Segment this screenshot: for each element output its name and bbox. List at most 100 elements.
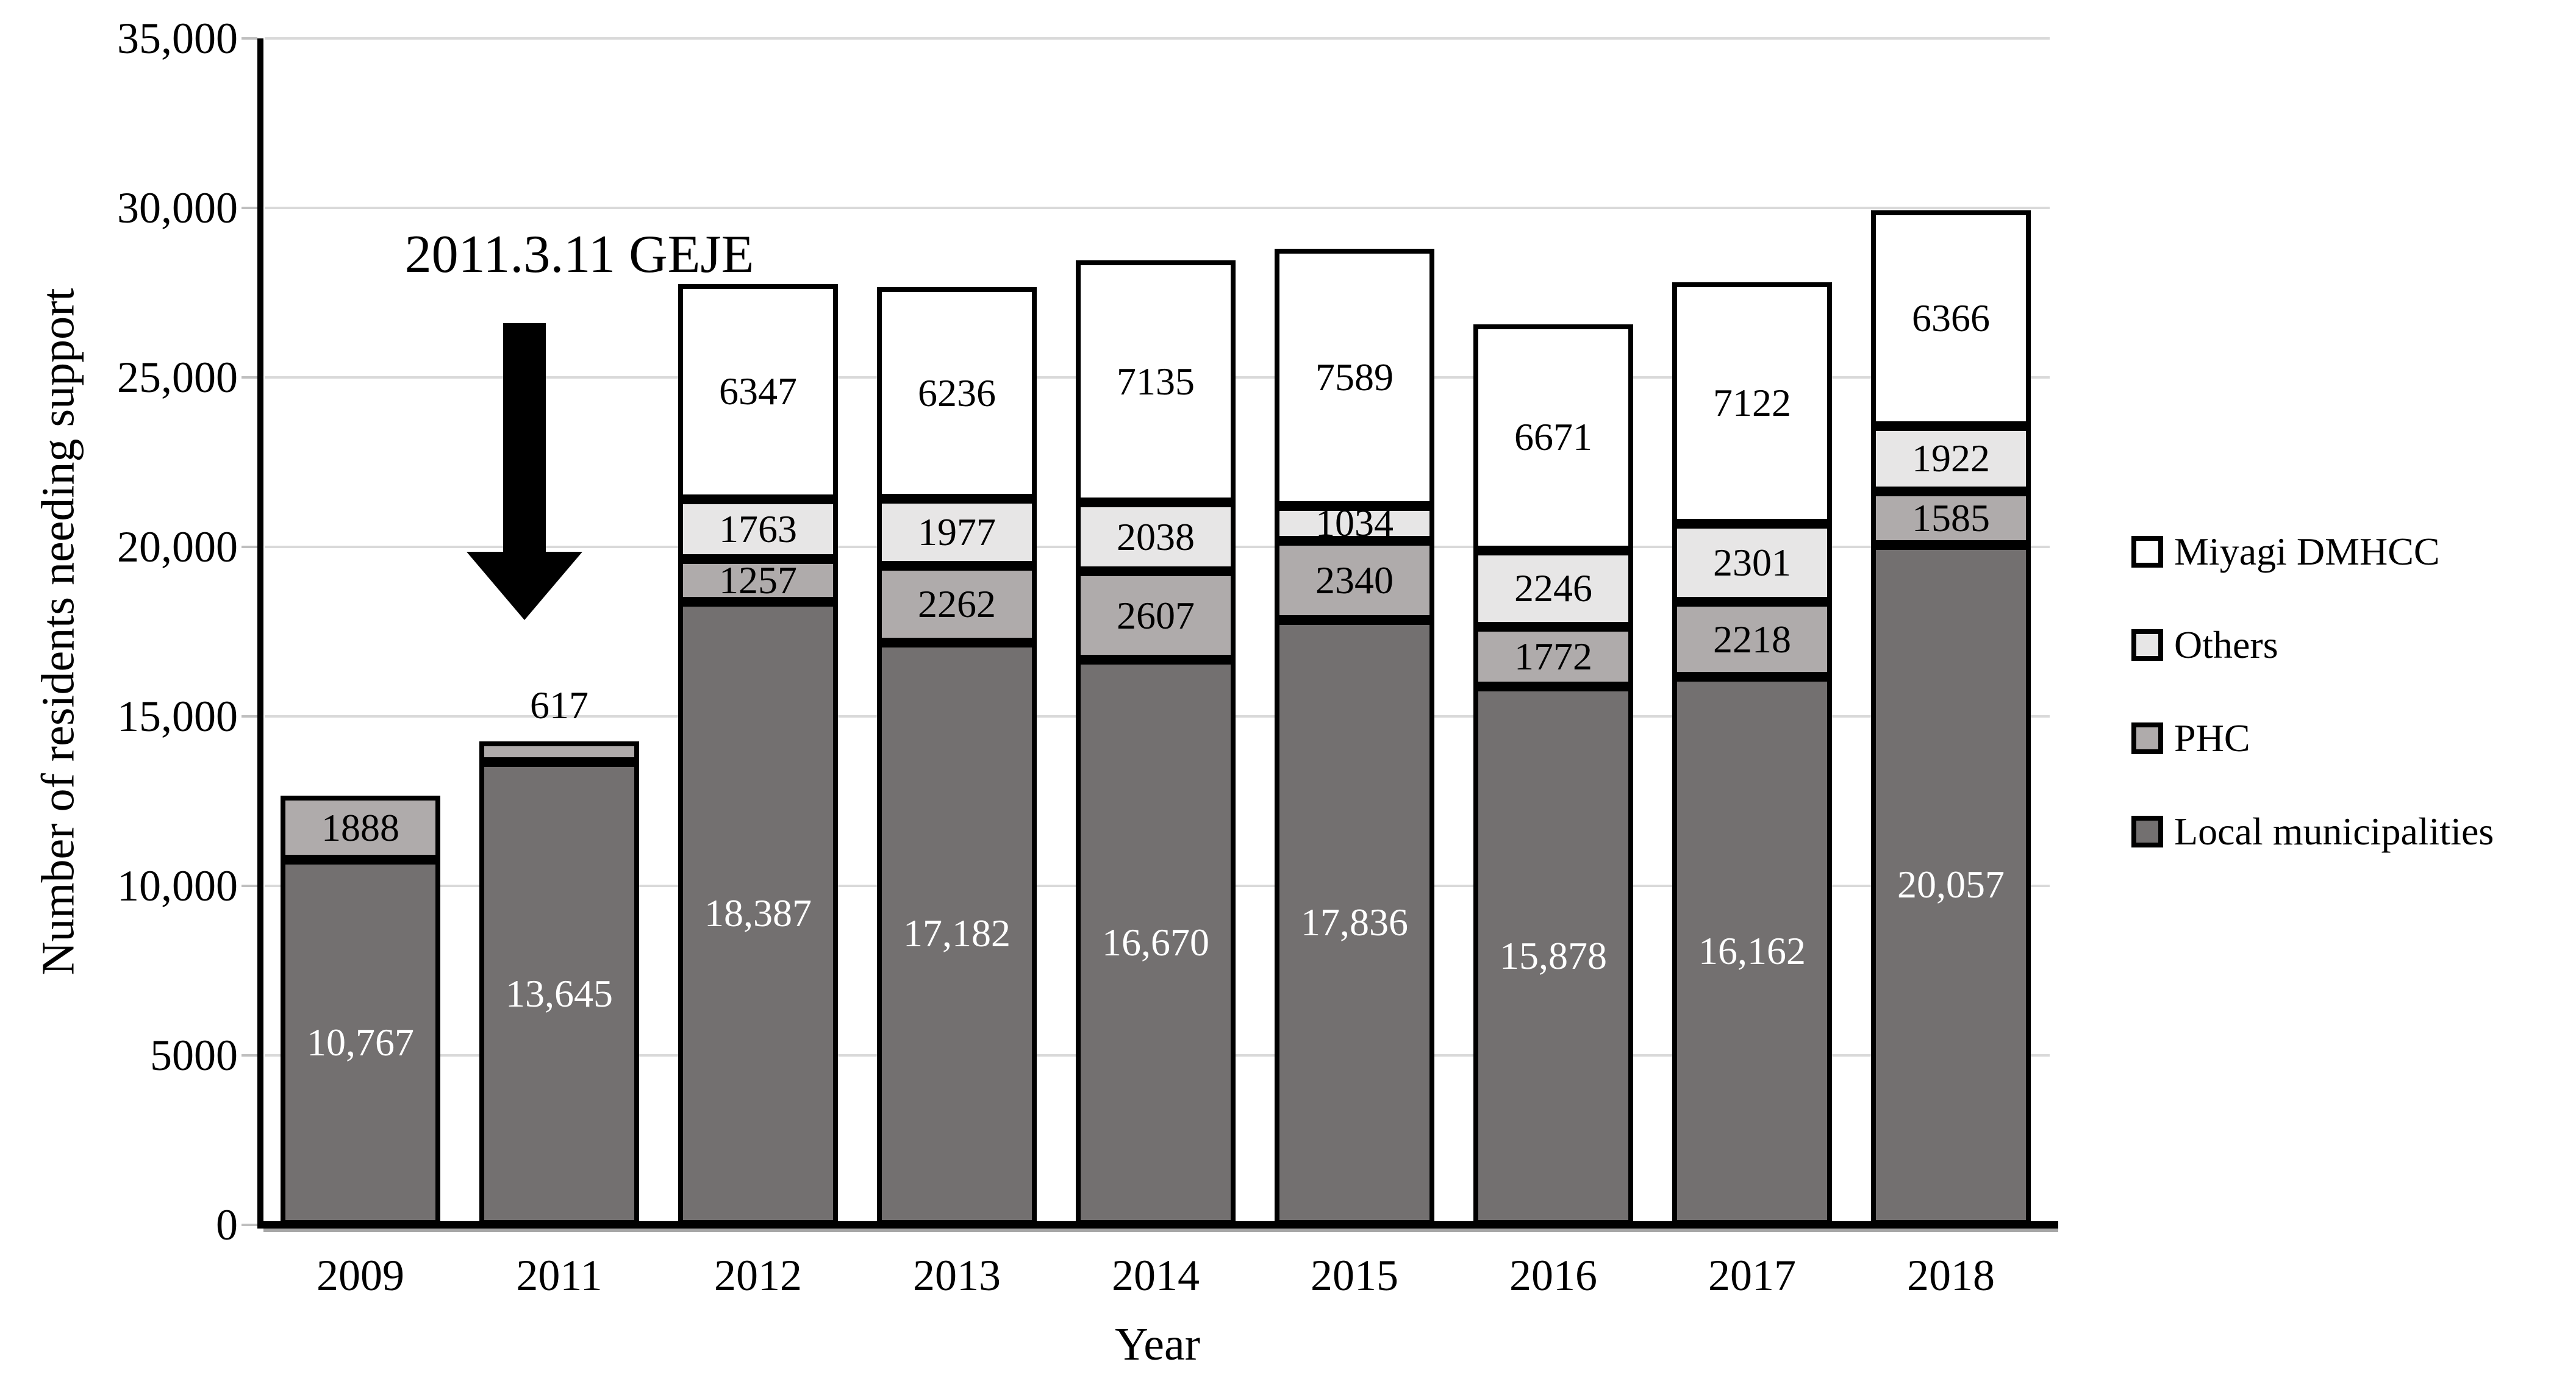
bar-segment-phc (1076, 571, 1236, 660)
bar-segment-miyagi-dmhcc (1473, 324, 1633, 551)
bar-value-label: 15,878 (1500, 933, 1607, 977)
x-tick-label: 2016 (1509, 1251, 1597, 1300)
bar-value-label: 2218 (1713, 617, 1791, 661)
bar-segment-phc (1672, 602, 1832, 677)
bar-value-label: 2246 (1514, 566, 1592, 610)
y-axis-line (257, 38, 263, 1229)
legend-label: Miyagi DMHCC (2174, 530, 2440, 573)
y-tick-label: 0 (216, 1200, 238, 1249)
tick-mark (242, 715, 257, 718)
bar-value-label: 6366 (1912, 296, 1990, 340)
bar-segment-phc (678, 558, 838, 602)
bar-value-label: 6236 (918, 371, 996, 415)
x-tick-label: 2014 (1112, 1251, 1200, 1300)
bar-segment-miyagi-dmhcc (1275, 248, 1434, 506)
bar-value-label: 7122 (1713, 381, 1791, 425)
bar-segment-local-municipalities (1275, 620, 1434, 1225)
tick-mark (242, 1054, 257, 1057)
x-tick-label: 2018 (1907, 1251, 1995, 1300)
bar-segment-local-municipalities (479, 762, 639, 1225)
bar-value-label: 17,836 (1301, 901, 1408, 944)
bar-segment-phc (1871, 491, 2031, 545)
bar-segment-others (1871, 426, 2031, 491)
legend-marker-local-municipalities (2131, 816, 2163, 847)
bar-segment-phc (877, 565, 1037, 643)
bar-segment-local-municipalities (678, 601, 838, 1225)
y-tick-label: 10,000 (117, 861, 238, 910)
bar-value-label: 1257 (719, 558, 797, 602)
bar-segment-others (1672, 524, 1832, 602)
tick-mark (242, 207, 257, 209)
y-tick-label: 5000 (150, 1031, 238, 1080)
bar-value-label: 1922 (1912, 437, 1990, 480)
bar-segment-phc (281, 796, 440, 860)
bar-segment-others (1076, 502, 1236, 572)
bar-value-label: 6347 (719, 369, 797, 413)
down-arrow-icon (467, 552, 582, 620)
bar-value-label: 1763 (719, 507, 797, 551)
bar-value-label: 1034 (1315, 501, 1394, 545)
x-tick-label: 2012 (714, 1251, 802, 1300)
legend-item-miyagi-dmhcc: Miyagi DMHCC (2131, 529, 2440, 575)
y-tick-label: 35,000 (117, 14, 238, 63)
x-tick-label: 2015 (1311, 1251, 1398, 1300)
x-tick-label: 2009 (317, 1251, 404, 1300)
bar-value-label: 1585 (1912, 496, 1990, 540)
bar-segment-phc (479, 741, 639, 763)
x-tick-label: 2013 (913, 1251, 1001, 1300)
bar-value-label: 1977 (918, 510, 996, 554)
annotation-label: 2011.3.11 GEJE (404, 225, 754, 284)
bar-value-label: 2340 (1315, 558, 1394, 602)
plot-area: 10,767 1888 13,645 617 18,387 1257 1763 6347 17,… (262, 37, 2052, 1225)
bar-segment-others (877, 499, 1037, 566)
bar-segment-phc (1473, 626, 1633, 687)
bar-segment-local-municipalities (877, 642, 1037, 1225)
tick-mark (242, 376, 257, 379)
bar-value-label: 2301 (1713, 541, 1791, 585)
legend-label: Local municipalities (2174, 810, 2494, 853)
bar-value-label: 7135 (1117, 359, 1195, 403)
bar-segment-local-municipalities (1672, 677, 1832, 1225)
bar-value-label: 617 (530, 683, 589, 727)
x-tick-label: 2011 (516, 1251, 603, 1300)
bar-segment-miyagi-dmhcc (678, 284, 838, 499)
legend-marker-phc (2131, 722, 2163, 754)
x-axis-shadow (263, 1229, 2058, 1232)
tick-mark (242, 885, 257, 887)
y-tick-label: 20,000 (117, 523, 238, 571)
bar-segment-miyagi-dmhcc (877, 287, 1037, 499)
down-arrow-shaft (503, 323, 546, 554)
legend-item-others: Others (2131, 622, 2278, 668)
bar-value-label: 2262 (918, 582, 996, 626)
bar-segment-miyagi-dmhcc (1672, 282, 1832, 524)
legend-marker-miyagi-dmhcc (2131, 536, 2163, 568)
legend-label: Others (2174, 623, 2278, 666)
bar-value-label: 2038 (1117, 515, 1195, 558)
bar-segment-phc (1275, 541, 1434, 621)
bar-value-label: 17,182 (903, 911, 1011, 955)
y-tick-label: 25,000 (117, 353, 238, 402)
legend-item-phc: PHC (2131, 715, 2250, 762)
legend-marker-others (2131, 629, 2163, 661)
tick-mark (242, 37, 257, 40)
tick-mark (242, 546, 257, 548)
bar-value-label: 10,767 (307, 1020, 414, 1064)
bar-segment-miyagi-dmhcc (1076, 260, 1236, 502)
gridline (265, 207, 2050, 209)
bar-value-label: 16,670 (1102, 920, 1209, 964)
bar-segment-others (1275, 505, 1434, 541)
bar-value-label: 1888 (321, 805, 399, 849)
bar-value-label: 13,645 (506, 971, 613, 1015)
legend-item-local-municipalities: Local municipalities (2131, 808, 2494, 855)
y-tick-label: 15,000 (117, 692, 238, 741)
bar-value-label: 2607 (1117, 593, 1195, 637)
bar-value-label: 7589 (1315, 355, 1394, 399)
legend-label: PHC (2174, 716, 2250, 760)
x-axis-title: Year (1114, 1319, 1201, 1370)
gridline (265, 37, 2050, 40)
tick-mark (242, 1224, 257, 1226)
bar-value-label: 20,057 (1897, 863, 2005, 907)
y-tick-label: 30,000 (117, 184, 238, 232)
bar-segment-local-municipalities (1473, 687, 1633, 1225)
